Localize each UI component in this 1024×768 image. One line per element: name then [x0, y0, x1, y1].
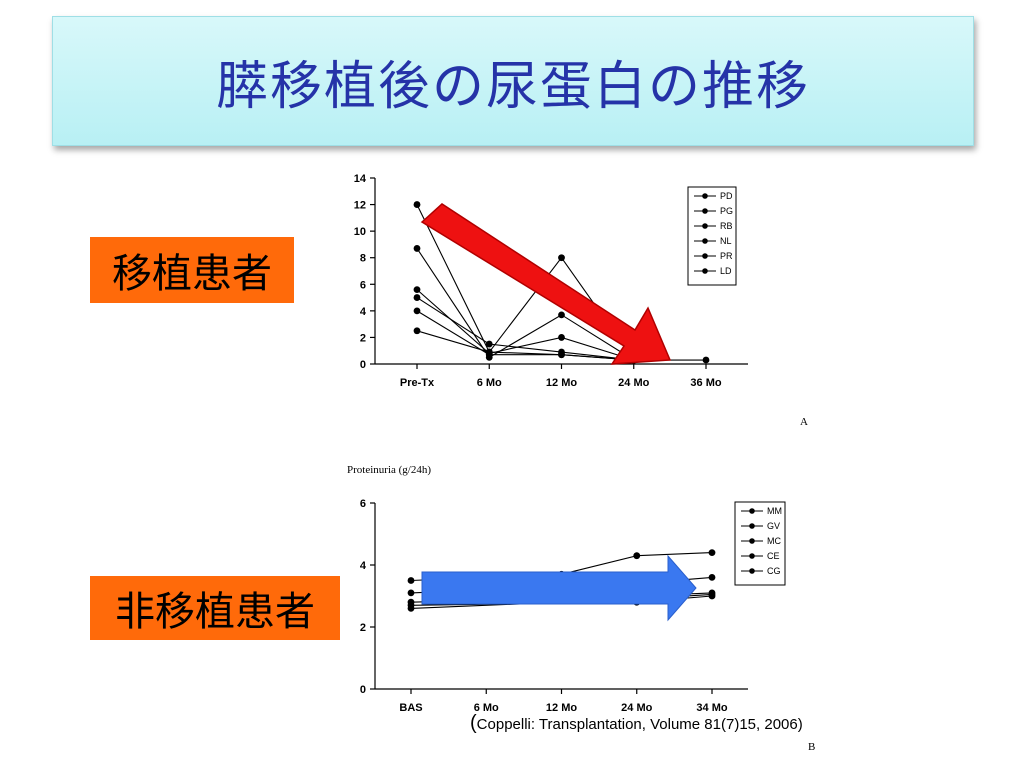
data-point-cg: [708, 591, 716, 598]
legend-marker: [702, 268, 708, 274]
x-tick-label: Pre-Tx: [400, 377, 435, 389]
data-point-pg: [413, 245, 421, 252]
data-point-gv: [708, 574, 716, 581]
legend-item-ld: LD: [720, 266, 732, 276]
legend-item-pd: PD: [720, 191, 733, 201]
y-tick-label: 2: [360, 332, 366, 344]
legend-item-rb: RB: [720, 221, 733, 231]
legend-marker: [702, 208, 708, 214]
data-point-pd: [413, 201, 421, 208]
y-tick-label: 0: [360, 684, 366, 696]
y-axis-title: Proteinuria (g/24h): [347, 464, 431, 476]
y-tick-label: 4: [360, 560, 367, 572]
legend-item-pr: PR: [720, 251, 733, 261]
transplant-patients-label: 移植患者: [90, 237, 294, 303]
citation-open-paren: (: [470, 712, 477, 734]
legend-marker: [702, 253, 708, 259]
chart-a-transplant: 0 2 4 6 8 10 12 14 Pre-Tx 6 Mo 12 Mo 24 Mo 36 Mo PD PG…: [354, 173, 808, 428]
panel-label: B: [808, 741, 815, 753]
y-tick-label: 0: [360, 359, 366, 371]
slide-title: 膵移植後の尿蛋白の推移: [215, 56, 810, 117]
x-tick-label: 34 Mo: [696, 702, 727, 714]
data-point-ld: [413, 327, 421, 335]
data-point-ld: [485, 348, 493, 356]
data-point-gv: [407, 589, 415, 597]
legend-marker: [749, 553, 755, 559]
x-tick-label: 24 Mo: [618, 377, 649, 389]
series-line-pg: [416, 248, 635, 361]
red-arrow-icon: [420, 203, 672, 365]
series-line-ld: [416, 330, 634, 361]
legend-item-cg: CG: [767, 566, 781, 576]
y-tick-label: 6: [360, 498, 366, 510]
title-banner: 膵移植後の尿蛋白の推移: [52, 16, 974, 146]
legend-marker: [702, 223, 708, 229]
data-point-nl: [413, 294, 421, 301]
legend-marker: [749, 523, 755, 529]
legend-item-mm: MM: [767, 506, 782, 516]
data-point-mm: [708, 549, 716, 556]
data-point-pr: [413, 307, 421, 315]
series-line-rb: [416, 289, 634, 361]
blue-arrow-icon: [421, 554, 697, 622]
y-tick-label: 12: [354, 200, 366, 212]
y-tick-label: 4: [360, 306, 367, 318]
legend-marker: [702, 193, 708, 199]
legend-item-ce: CE: [767, 551, 780, 561]
legend-marker: [749, 568, 755, 574]
x-tick-label: 6 Mo: [477, 377, 502, 389]
x-tick-label: 12 Mo: [546, 377, 577, 389]
legend-item-gv: GV: [767, 521, 780, 531]
y-tick-label: 10: [354, 226, 366, 238]
data-point-nl: [702, 356, 710, 364]
legend-item-pg: PG: [720, 206, 733, 216]
x-tick-label: 12 Mo: [546, 702, 577, 714]
x-tick-label: 24 Mo: [621, 702, 652, 714]
y-tick-label: 14: [354, 173, 367, 185]
citation-text: Coppelli: Transplantation, Volume 81(7)1…: [476, 716, 803, 733]
data-point-nl: [485, 340, 493, 348]
legend-item-nl: NL: [720, 236, 732, 246]
legend-box: [687, 186, 737, 286]
data-point-rb: [558, 334, 565, 341]
non-transplant-patients-label: 非移植患者: [90, 576, 340, 640]
legend-item-mc: MC: [767, 536, 781, 546]
data-point-cg: [407, 605, 415, 612]
data-point-ld: [558, 351, 565, 359]
x-tick-label: 6 Mo: [474, 702, 499, 714]
y-tick-label: 2: [360, 622, 366, 634]
data-point-mm: [407, 577, 415, 584]
data-point-rb: [413, 286, 421, 293]
legend-marker: [702, 238, 708, 244]
y-tick-label: 8: [360, 253, 366, 265]
legend-marker: [749, 538, 755, 544]
data-point-pg: [558, 311, 565, 319]
y-tick-label: 6: [360, 279, 366, 291]
citation: (Coppelli: Transplantation, Volume 81(7)…: [470, 712, 803, 735]
data-point-mm: [633, 552, 641, 560]
legend-marker: [749, 508, 755, 514]
x-tick-label: 36 Mo: [690, 377, 721, 389]
x-tick-label: BAS: [399, 702, 422, 714]
data-point-pd: [558, 254, 565, 262]
panel-label: A: [800, 416, 808, 428]
chart-b-non-transplant: Proteinuria (g/24h) 0 2 4 6 BAS 6 Mo 12 Mo 24 Mo…: [347, 464, 815, 753]
